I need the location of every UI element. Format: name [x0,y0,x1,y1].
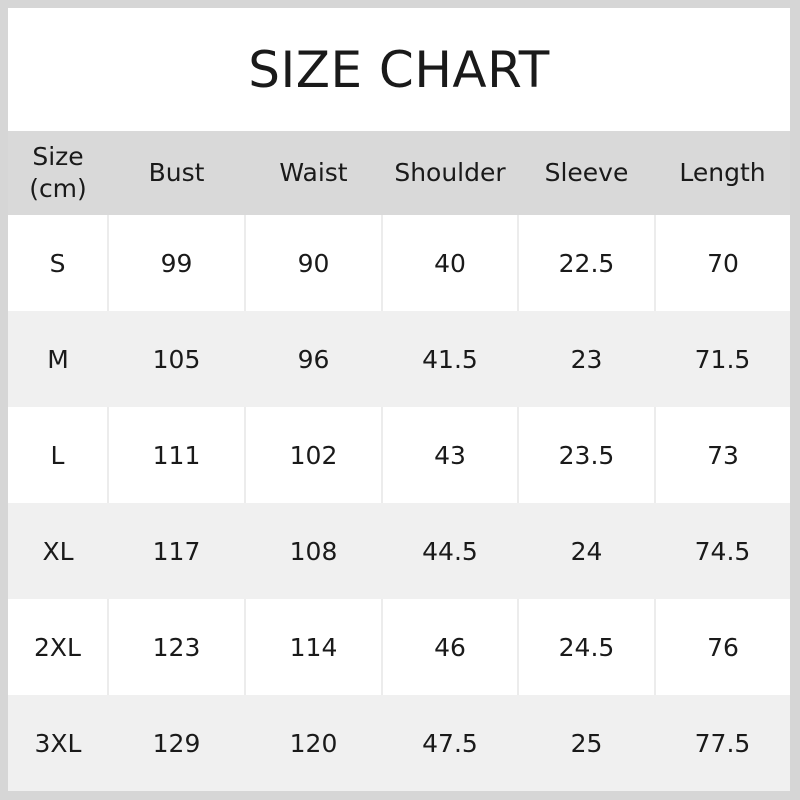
cell-shoulder: 41.5 [422,344,478,374]
cell-size: 3XL [34,728,82,758]
cell-waist: 96 [297,344,330,374]
cell-bust: 117 [152,536,201,566]
header-bust: Bust [148,158,205,187]
cell-waist: 120 [289,728,338,758]
size-chart: SIZE CHART Size (cm) Bust Waist Shoulder … [8,8,790,791]
cell-sleeve: 23.5 [517,407,655,503]
table-row: M 105 96 41.5 23 71.5 [8,311,790,407]
cell-sleeve: 24 [570,536,603,566]
cell-length: 73 [654,407,790,503]
header-waist: Waist [279,158,348,187]
table-row: 3XL 129 120 47.5 25 77.5 [8,695,790,791]
table-row: S 99 90 40 22.5 70 [8,215,790,311]
cell-size: S [49,248,66,278]
header-length: Length [679,158,766,187]
cell-length: 71.5 [694,344,751,374]
cell-sleeve: 23 [570,344,603,374]
cell-bust: 123 [107,599,245,695]
table-row: XL 117 108 44.5 24 74.5 [8,503,790,599]
cell-waist: 102 [244,407,382,503]
cell-shoulder: 44.5 [422,536,478,566]
header-sleeve: Sleeve [544,158,629,187]
header-shoulder: Shoulder [394,158,506,187]
cell-size: M [47,344,69,374]
cell-sleeve: 24.5 [517,599,655,695]
cell-length: 76 [654,599,790,695]
header-row: Size (cm) Bust Waist Shoulder Sleeve Leng… [8,131,790,215]
cell-waist: 108 [289,536,338,566]
cell-length: 74.5 [694,536,751,566]
header-size-unit: (cm) [29,174,87,203]
cell-size: XL [42,536,74,566]
cell-bust: 105 [152,344,201,374]
table-row: L 111 102 43 23.5 73 [8,407,790,503]
header-size-label: Size [32,142,84,171]
cell-sleeve: 22.5 [517,215,655,311]
cell-shoulder: 40 [381,215,518,311]
size-table: Size (cm) Bust Waist Shoulder Sleeve Leng… [8,131,790,791]
cell-bust: 129 [152,728,201,758]
cell-length: 77.5 [694,728,751,758]
cell-sleeve: 25 [570,728,603,758]
cell-bust: 99 [107,215,245,311]
cell-shoulder: 46 [381,599,518,695]
cell-shoulder: 43 [381,407,518,503]
cell-size: L [50,440,65,470]
table-row: 2XL 123 114 46 24.5 76 [8,599,790,695]
cell-shoulder: 47.5 [422,728,478,758]
cell-size: 2XL [34,632,81,662]
header-size: Size (cm) [8,131,108,215]
cell-bust: 111 [107,407,245,503]
cell-waist: 90 [244,215,382,311]
cell-waist: 114 [244,599,382,695]
chart-title: SIZE CHART [248,40,550,99]
cell-length: 70 [654,215,790,311]
